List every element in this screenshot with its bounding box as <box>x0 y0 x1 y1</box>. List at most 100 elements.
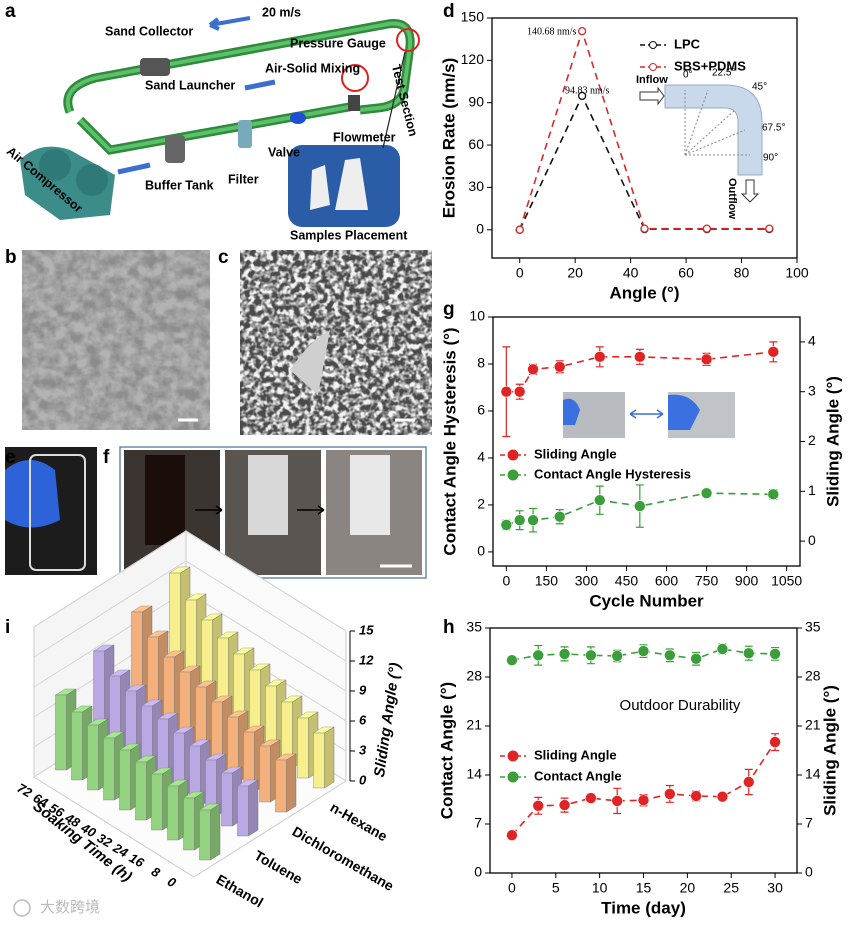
y2-axis-title: Sliding Angle (°) <box>823 376 842 507</box>
y2-tick-label: 35 <box>805 619 821 635</box>
bar <box>119 749 131 811</box>
y-tick-label: 60 <box>468 136 484 152</box>
annotation: 94.83 nm/s <box>565 85 610 96</box>
x-tick-label: 20 <box>680 880 696 896</box>
y-tick-label: 6 <box>477 402 485 418</box>
bar <box>151 773 163 831</box>
data-point <box>700 353 713 366</box>
sample <box>350 455 390 535</box>
y-tick-label: 150 <box>461 9 485 25</box>
y2-tick-label: 28 <box>805 668 821 684</box>
samples <box>310 158 368 210</box>
y2-tick-label: 21 <box>805 717 821 733</box>
data-point <box>553 360 566 373</box>
data-point <box>716 643 729 655</box>
y-tick-label: 35 <box>466 619 482 635</box>
component-label: Pressure Gauge <box>290 36 386 50</box>
flow-arrow <box>244 79 276 91</box>
outflow-label: Outflow <box>726 178 738 219</box>
x-tick-label: 0 <box>508 880 516 896</box>
y2-axis-title: Sliding Angle (°) <box>820 685 839 816</box>
z-tick-label: 9 <box>359 682 367 697</box>
data-point <box>767 346 780 358</box>
y-tick-label: 14 <box>466 766 482 782</box>
time-tick-label: 48 <box>62 810 84 831</box>
sample <box>248 455 288 535</box>
data-point <box>769 736 781 748</box>
panel-label: e <box>5 447 16 468</box>
bar <box>183 797 195 851</box>
category-label: n-Hexane <box>328 799 391 844</box>
series-line <box>518 28 770 231</box>
component-label: Buffer Tank <box>145 178 214 192</box>
bar <box>221 772 233 827</box>
compressor-motor <box>76 164 108 196</box>
watermark-icon <box>13 899 31 917</box>
bar <box>275 759 287 813</box>
data-point <box>742 776 755 788</box>
y-tick-label: 28 <box>466 668 482 684</box>
y-tick-label: 120 <box>461 51 485 67</box>
y-tick-label: 2 <box>477 496 485 512</box>
data-point <box>640 224 649 233</box>
x-tick-label: 0 <box>502 573 510 589</box>
x-tick-label: 5 <box>552 880 560 896</box>
test-circle <box>396 28 420 52</box>
z-tick-label: 15 <box>359 622 374 637</box>
leader-line <box>382 51 406 149</box>
data-point <box>500 385 513 398</box>
arrow <box>195 505 325 515</box>
component-label: Flowmeter <box>333 130 396 144</box>
component-label: Air-Solid Mixing <box>265 61 360 75</box>
speed-label: 20 m/s <box>262 5 301 19</box>
panel-label: a <box>5 1 16 22</box>
panel-label: c <box>218 247 229 268</box>
x-tick-label: 15 <box>636 880 652 896</box>
data-point <box>742 647 755 660</box>
bar-side <box>210 803 221 861</box>
data-point <box>690 652 702 665</box>
compressor-motor <box>39 149 71 181</box>
data-point <box>532 649 545 662</box>
bar <box>199 809 211 861</box>
y2-tick-label: 7 <box>805 815 813 831</box>
sand-collector <box>140 58 170 76</box>
flow-arrow <box>208 16 251 31</box>
panel-label: b <box>5 247 17 268</box>
data-point <box>593 494 606 507</box>
y-axis-title: Erosion Rate (nm/s) <box>439 58 458 219</box>
data-point <box>611 795 623 807</box>
legend-marker <box>507 750 519 762</box>
data-point <box>500 519 513 531</box>
mixing-circle <box>341 64 369 92</box>
schematic: 20 m/s Sand Collector Pressure Gauge Air… <box>4 5 420 242</box>
component-label: Sand Collector <box>105 24 193 38</box>
plot-frame <box>492 316 801 567</box>
bar <box>71 711 83 781</box>
z-tick-label: 0 <box>359 772 367 787</box>
legend-label: Contact Angle Hysteresis <box>534 466 691 481</box>
x-tick-label: 300 <box>575 573 599 589</box>
x-tick-label: 100 <box>785 265 809 281</box>
glove <box>5 460 60 528</box>
legend-label: Sliding Angle <box>534 747 617 762</box>
data-point <box>527 514 539 526</box>
x-tick-label: 80 <box>734 265 750 281</box>
flake <box>290 330 330 395</box>
category-label: Toluene <box>252 847 306 887</box>
sample <box>145 455 185 545</box>
glove <box>668 394 700 430</box>
data-point <box>506 829 518 842</box>
annotation: 140.68 nm/s <box>527 26 577 37</box>
z-tick-label: 12 <box>359 652 374 667</box>
data-point <box>765 224 774 233</box>
data-point <box>577 91 587 101</box>
x-tick-label: 450 <box>615 573 639 589</box>
data-point <box>515 225 524 234</box>
component-label: Valve <box>268 145 300 159</box>
y2-tick-label: 14 <box>805 766 821 782</box>
y2-tick-label: 2 <box>808 432 816 448</box>
buffer-tank <box>165 135 185 163</box>
sem-texture <box>240 250 432 435</box>
